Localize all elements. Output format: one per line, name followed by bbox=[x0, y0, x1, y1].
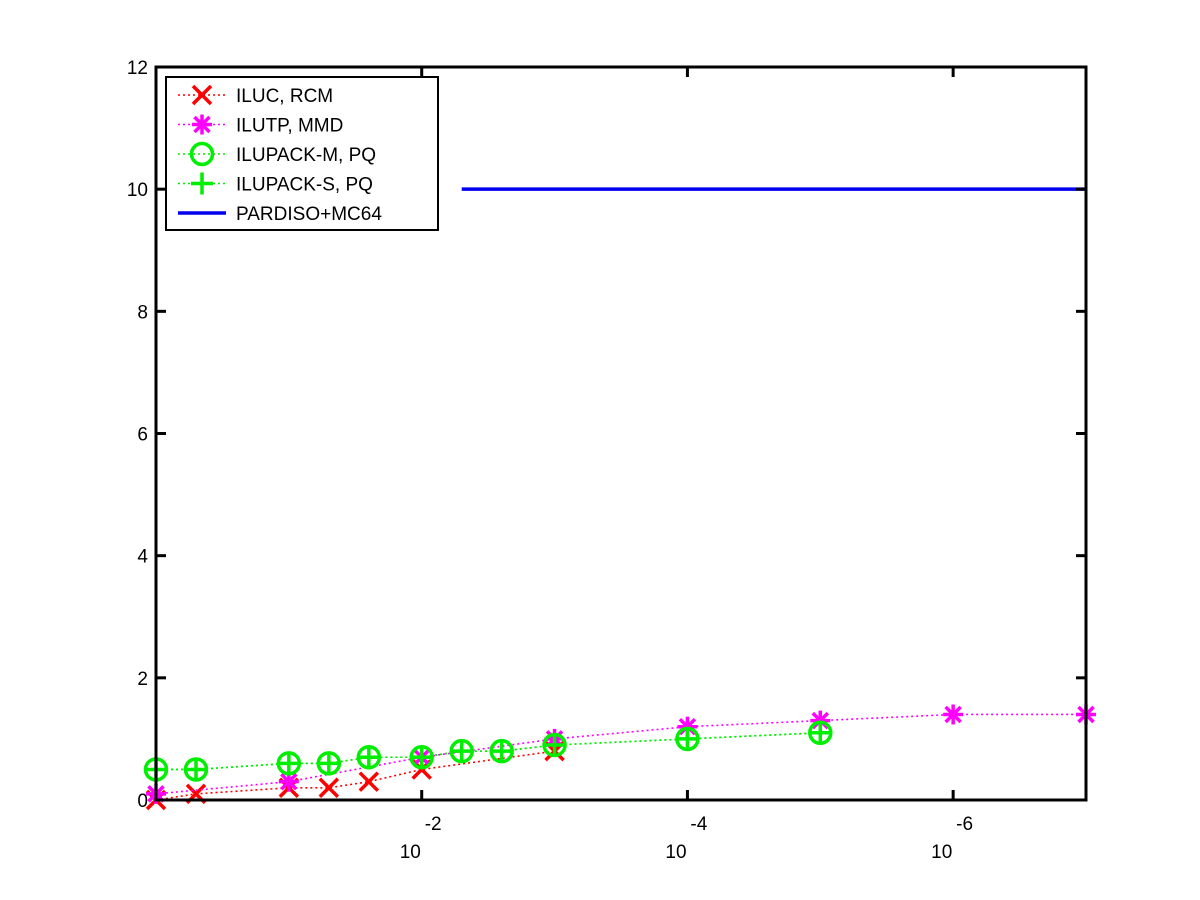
y-tick-label-0: 0 bbox=[137, 791, 148, 812]
x-tick-label-base-2: 10 bbox=[931, 842, 952, 863]
data-point-ilupack-s-pq-2 bbox=[277, 752, 300, 775]
series-line-ilutp-mmd bbox=[155, 713, 1086, 795]
data-point-ilupack-s-pq-1 bbox=[184, 758, 207, 781]
x-tick-label-exponent-2: -6 bbox=[956, 814, 973, 835]
legend-label-ilutp-mmd: ILUTP, MMD bbox=[236, 116, 343, 137]
legend-item-ilupack-m-pq: ILUPACK-M, PQ bbox=[178, 141, 376, 167]
legend-marker-iluc-rcm bbox=[191, 84, 213, 106]
legend-item-pardiso-mc64: PARDISO+MC64 bbox=[178, 204, 382, 225]
legend-label-pardiso-mc64: PARDISO+MC64 bbox=[236, 204, 382, 225]
x-tick-label-base-0: 10 bbox=[400, 842, 421, 863]
data-point-ilupack-s-pq-5 bbox=[410, 746, 433, 769]
y-tick-label-3: 6 bbox=[137, 425, 148, 446]
y-tick-label-2: 4 bbox=[137, 547, 148, 568]
y-tick-label-4: 8 bbox=[137, 302, 148, 323]
y-tick-label-5: 10 bbox=[127, 180, 148, 201]
data-point-iluc-rcm-4 bbox=[358, 771, 380, 792]
data-point-ilupack-s-pq-10 bbox=[809, 721, 832, 744]
y-tick-label-6: 12 bbox=[127, 58, 148, 79]
legend-item-ilupack-s-pq: ILUPACK-S, PQ bbox=[178, 172, 373, 196]
data-point-ilupack-s-pq-8 bbox=[543, 734, 566, 757]
data-point-ilupack-s-pq-6 bbox=[450, 740, 473, 763]
x-tick-label-exponent-0: -2 bbox=[425, 814, 442, 835]
data-point-ilupack-s-pq-7 bbox=[490, 740, 513, 763]
data-point-ilupack-s-pq-4 bbox=[357, 746, 380, 769]
y-tick-label-1: 2 bbox=[137, 669, 148, 690]
data-point-ilupack-s-pq-9 bbox=[676, 727, 699, 750]
x-tick-label-exponent-1: -4 bbox=[690, 814, 707, 835]
data-point-ilutp-mmd-6 bbox=[943, 704, 964, 725]
legend-label-iluc-rcm: ILUC, RCM bbox=[236, 86, 333, 107]
legend-label-ilupack-m-pq: ILUPACK-M, PQ bbox=[236, 145, 376, 166]
x-tick-label-base-1: 10 bbox=[665, 842, 686, 863]
legend-item-ilutp-mmd: ILUTP, MMD bbox=[178, 114, 343, 137]
series-ilupack-s-pq bbox=[145, 721, 832, 781]
legend-item-iluc-rcm: ILUC, RCM bbox=[178, 84, 333, 107]
data-point-iluc-rcm-3 bbox=[318, 777, 340, 799]
series-layer bbox=[143, 187, 1096, 811]
legend-marker-ilupack-m-pq bbox=[189, 141, 215, 167]
legend-marker-ilutp-mmd bbox=[192, 114, 212, 135]
legend: ILUC, RCM ILUTP, MMD ILUPACK-M, PQ ILUPACK-… bbox=[165, 76, 439, 231]
legend-label-ilupack-s-pq: ILUPACK-S, PQ bbox=[236, 175, 373, 196]
legend-marker-ilupack-s-pq bbox=[191, 172, 213, 195]
data-point-ilupack-s-pq-3 bbox=[317, 752, 340, 775]
